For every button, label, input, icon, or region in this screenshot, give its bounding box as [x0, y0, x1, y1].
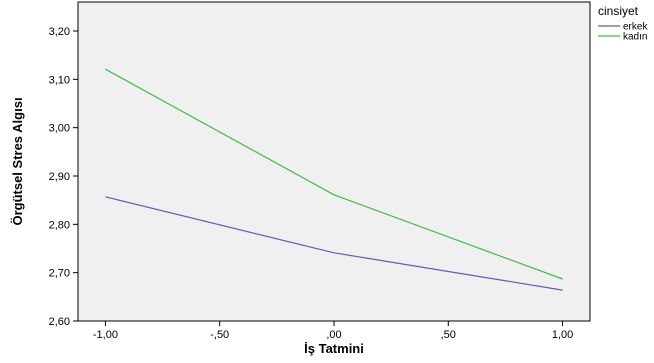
y-axis: 2,60 2,70 2,80 2,90 3,00 3,10 3,20 — [49, 26, 78, 328]
x-axis-title: İş Tatmini — [304, 341, 364, 356]
legend-label-erkek: erkek — [623, 22, 648, 33]
y-tick-label: 2,90 — [49, 171, 70, 183]
legend-label-kadın: kadın — [623, 32, 647, 43]
x-tick-label: 1,00 — [552, 329, 573, 341]
x-axis: -1,00 -,50 ,00 ,50 1,00 — [93, 321, 573, 341]
y-tick-label: 3,20 — [49, 26, 70, 38]
y-axis-title: Örgütsel Stres Algısı — [10, 97, 25, 225]
series-line-kadın — [105, 68, 563, 280]
plot-area — [77, 1, 591, 322]
series-lines — [105, 68, 563, 291]
x-tick-label: ,00 — [326, 329, 341, 341]
x-tick-label: ,50 — [441, 329, 456, 341]
legend-title: cinsiyet — [598, 4, 639, 18]
y-tick-label: 2,80 — [49, 219, 70, 231]
x-tick-label: -,50 — [210, 329, 229, 341]
y-tick-label: 2,70 — [49, 268, 70, 280]
x-tick-label: -1,00 — [93, 329, 118, 341]
y-tick-label: 2,60 — [49, 316, 70, 328]
y-tick-label: 3,00 — [49, 123, 70, 135]
y-tick-label: 3,10 — [49, 74, 70, 86]
series-line-erkek — [105, 196, 563, 291]
